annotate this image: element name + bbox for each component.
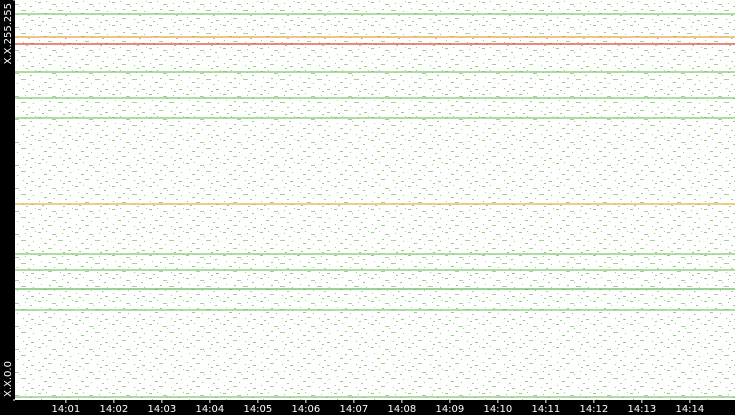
x-tick-label: 14:12 xyxy=(579,404,608,415)
x-tick-label: 14:03 xyxy=(147,404,176,415)
x-tick-label: 14:09 xyxy=(435,404,464,415)
x-tick-label: 14:04 xyxy=(195,404,224,415)
x-tick-label: 14:13 xyxy=(627,404,656,415)
y-tick-label: X.X.0.0 xyxy=(3,361,14,397)
x-tick-label: 14:02 xyxy=(99,404,128,415)
x-tick-label: 14:01 xyxy=(51,404,80,415)
traffic-texture xyxy=(15,0,735,400)
x-tick-label: 14:06 xyxy=(291,404,320,415)
x-tick-label: 14:11 xyxy=(531,404,560,415)
x-tick-label: 14:05 xyxy=(243,404,272,415)
x-tick-label: 14:08 xyxy=(387,404,416,415)
x-tick-label: 14:10 xyxy=(483,404,512,415)
x-tick-label: 14:07 xyxy=(339,404,368,415)
x-tick-label: 14:14 xyxy=(675,404,704,415)
y-tick-label: X.X.255.255 xyxy=(3,3,14,64)
